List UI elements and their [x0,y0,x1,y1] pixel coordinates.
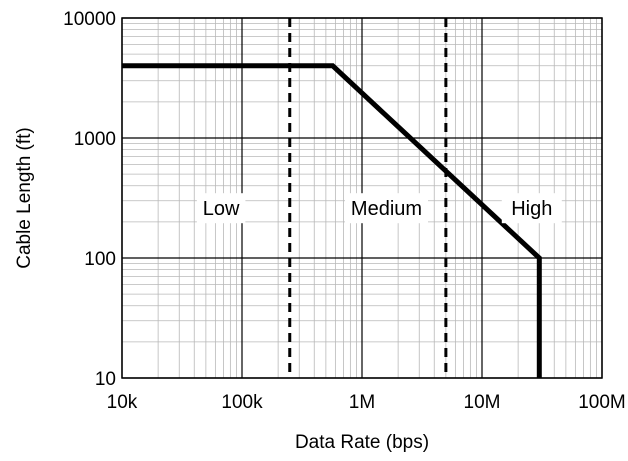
region-labels: Low Medium High [196,193,562,224]
region-label-background [501,193,562,224]
y-axis-title: Cable Length (ft) [14,127,35,269]
region-label-text: High [511,198,552,220]
plot-frame [121,17,603,379]
x-tick-label: 10k [107,392,138,413]
y-tick-label: 1000 [74,129,116,150]
region-label-background [344,193,428,224]
x-tick-label: 10M [464,392,501,413]
x-axis-tick-labels: 10k 100k 1M 10M 100M [107,392,626,413]
region-label-text: Medium [351,198,422,220]
region-label-background [196,193,246,224]
x-tick-label: 1M [349,392,375,413]
region-dividers [288,18,448,378]
series-line-1 [122,63,542,378]
x-tick-label: 100k [221,392,263,413]
region-label-text: Low [203,198,240,220]
region-label-medium: Medium [344,193,428,224]
y-tick-label: 100 [84,249,116,270]
region-label-low: Low [196,193,246,224]
y-axis-tick-labels: 10 100 1000 10000 [63,9,116,390]
y-tick-label: 10000 [63,9,116,30]
region-label-high: High [501,193,562,224]
x-tick-label: 100M [578,392,626,413]
x-axis-title: Data Rate (bps) [295,432,429,453]
series-layer [122,63,542,378]
y-tick-label: 10 [95,369,116,390]
